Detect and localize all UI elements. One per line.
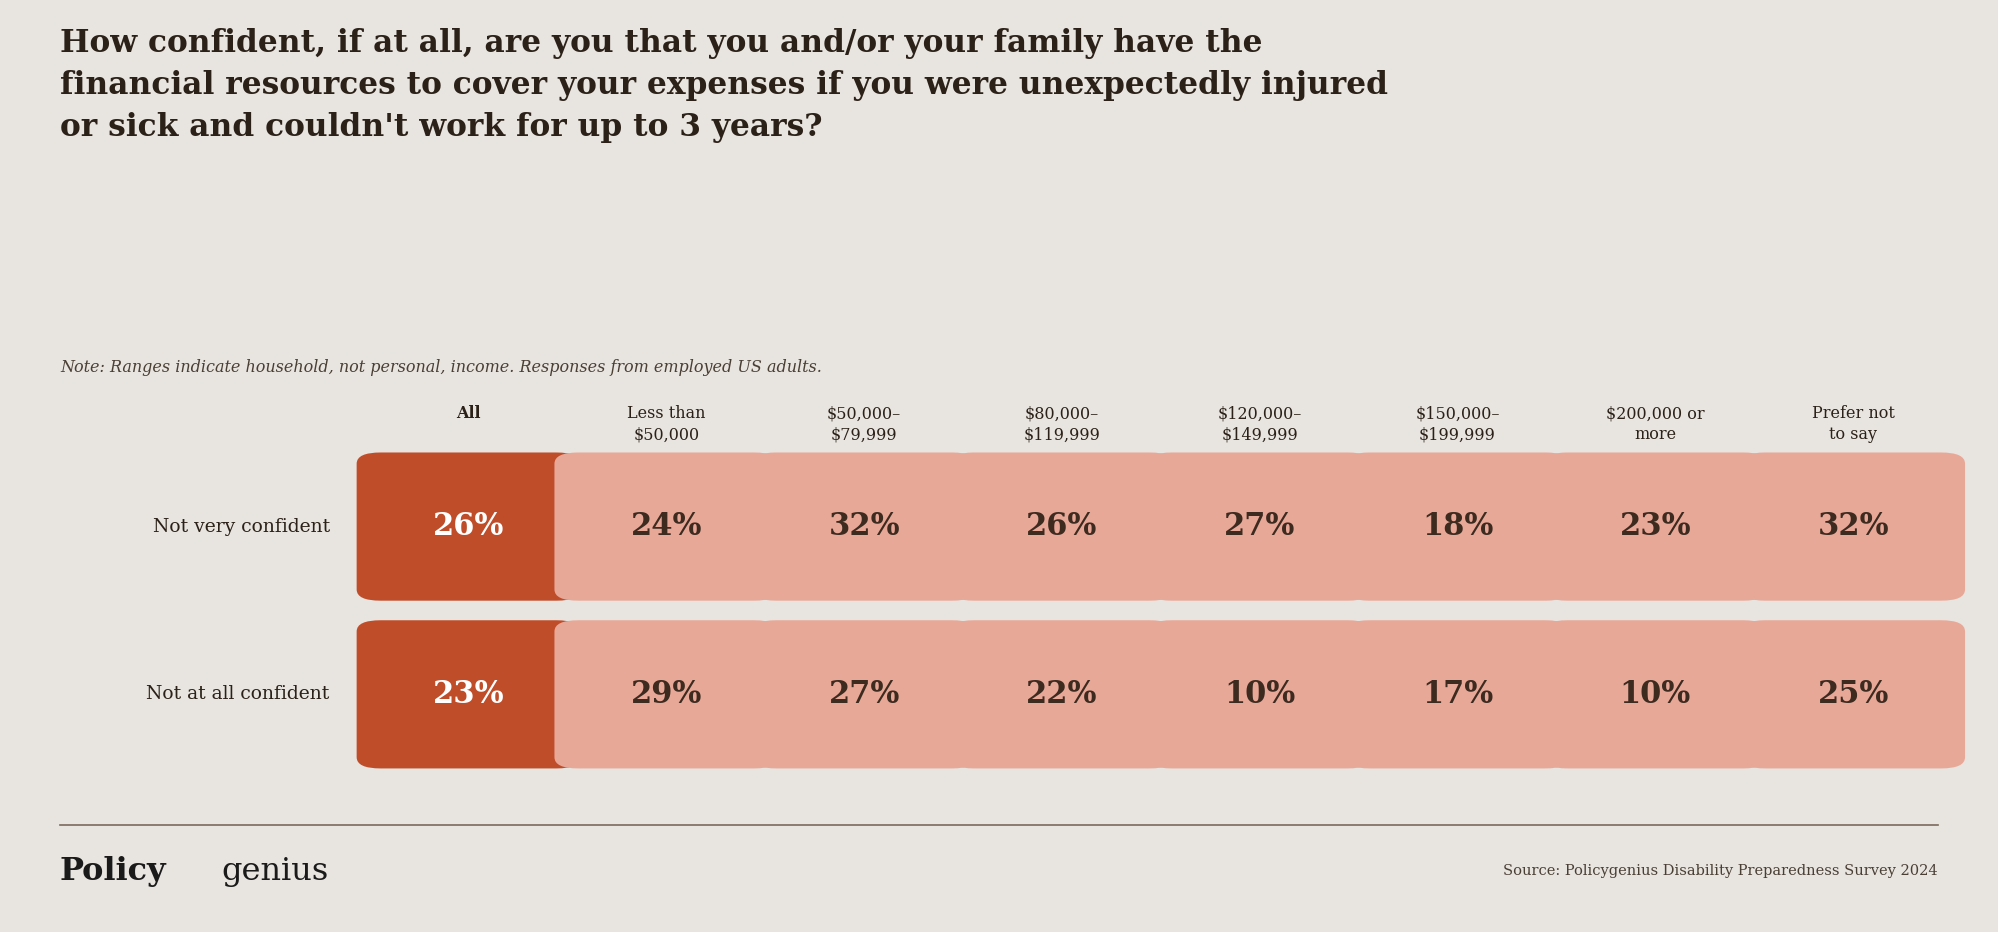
Text: All: All — [456, 405, 482, 422]
Text: 18%: 18% — [1423, 511, 1493, 542]
FancyBboxPatch shape — [751, 453, 975, 601]
FancyBboxPatch shape — [951, 453, 1175, 601]
Text: 23%: 23% — [434, 678, 503, 710]
Text: 26%: 26% — [1027, 511, 1097, 542]
Text: 17%: 17% — [1423, 678, 1493, 710]
FancyBboxPatch shape — [1345, 453, 1568, 601]
Text: Policy: Policy — [60, 856, 166, 887]
FancyBboxPatch shape — [1147, 453, 1371, 601]
FancyBboxPatch shape — [1742, 453, 1966, 601]
Text: $50,000–
$79,999: $50,000– $79,999 — [827, 405, 901, 444]
FancyBboxPatch shape — [356, 453, 579, 601]
FancyBboxPatch shape — [951, 621, 1175, 768]
FancyBboxPatch shape — [751, 621, 975, 768]
Text: $200,000 or
more: $200,000 or more — [1606, 405, 1704, 444]
Text: 23%: 23% — [1620, 511, 1690, 542]
Text: 22%: 22% — [1027, 678, 1097, 710]
FancyBboxPatch shape — [1544, 621, 1768, 768]
FancyBboxPatch shape — [555, 621, 779, 768]
Text: 24%: 24% — [631, 511, 701, 542]
FancyBboxPatch shape — [1345, 621, 1568, 768]
Text: 10%: 10% — [1620, 678, 1690, 710]
Text: 26%: 26% — [434, 511, 503, 542]
Text: 29%: 29% — [631, 678, 701, 710]
Text: 27%: 27% — [829, 678, 899, 710]
Text: genius: genius — [222, 856, 330, 887]
FancyBboxPatch shape — [356, 621, 579, 768]
Text: Not very confident: Not very confident — [152, 517, 330, 536]
Text: Not at all confident: Not at all confident — [146, 685, 330, 704]
Text: 27%: 27% — [1225, 511, 1295, 542]
FancyBboxPatch shape — [1147, 621, 1371, 768]
Text: 10%: 10% — [1225, 678, 1295, 710]
FancyBboxPatch shape — [1742, 621, 1966, 768]
Text: Less than
$50,000: Less than $50,000 — [627, 405, 705, 444]
FancyBboxPatch shape — [1544, 453, 1768, 601]
Text: 32%: 32% — [1818, 511, 1888, 542]
Text: $150,000–
$199,999: $150,000– $199,999 — [1415, 405, 1500, 444]
Text: 25%: 25% — [1818, 678, 1888, 710]
Text: Note: Ranges indicate household, not personal, income. Responses from employed U: Note: Ranges indicate household, not per… — [60, 359, 821, 376]
Text: Prefer not
to say: Prefer not to say — [1812, 405, 1894, 444]
Text: $120,000–
$149,999: $120,000– $149,999 — [1217, 405, 1303, 444]
Text: $80,000–
$119,999: $80,000– $119,999 — [1023, 405, 1101, 444]
Text: How confident, if at all, are you that you and/or your family have the
financial: How confident, if at all, are you that y… — [60, 28, 1389, 143]
Text: Source: Policygenius Disability Preparedness Survey 2024: Source: Policygenius Disability Prepared… — [1502, 864, 1938, 879]
FancyBboxPatch shape — [555, 453, 779, 601]
Text: 32%: 32% — [829, 511, 899, 542]
